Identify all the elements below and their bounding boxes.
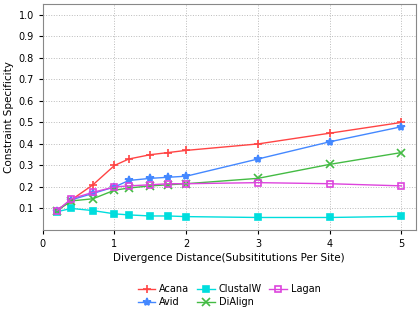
Avid — [126, 179, 131, 182]
ClustalW — [327, 215, 332, 219]
DiAlign — [327, 163, 332, 166]
DiAlign — [126, 186, 131, 190]
DiAlign — [148, 184, 153, 188]
Avid — [166, 175, 171, 179]
Acana — [399, 121, 404, 124]
Lagan — [69, 197, 74, 201]
DiAlign — [184, 182, 189, 186]
DiAlign — [90, 197, 95, 201]
Avid — [69, 198, 74, 202]
Line: ClustalW: ClustalW — [54, 205, 405, 221]
Lagan — [112, 185, 117, 189]
Avid — [399, 125, 404, 129]
Avid — [255, 157, 260, 161]
Lagan — [166, 182, 171, 186]
ClustalW — [148, 214, 153, 218]
ClustalW — [55, 210, 60, 214]
Avid — [55, 209, 60, 213]
Line: Avid: Avid — [53, 123, 406, 215]
ClustalW — [399, 215, 404, 218]
DiAlign — [166, 183, 171, 187]
Line: DiAlign: DiAlign — [53, 148, 406, 215]
DiAlign — [112, 188, 117, 192]
X-axis label: Divergence Distance(Subsititutions Per Site): Divergence Distance(Subsititutions Per S… — [113, 253, 345, 263]
ClustalW — [255, 215, 260, 219]
Acana — [184, 148, 189, 152]
Acana — [327, 131, 332, 135]
Acana — [90, 183, 95, 187]
Y-axis label: Constraint Specificity: Constraint Specificity — [4, 61, 14, 173]
Lagan — [255, 181, 260, 185]
Acana — [166, 151, 171, 154]
DiAlign — [399, 151, 404, 154]
Lagan — [55, 209, 60, 213]
Acana — [148, 153, 153, 157]
Legend: Acana, Avid, ClustalW, DiAlign, Lagan: Acana, Avid, ClustalW, DiAlign, Lagan — [138, 284, 321, 307]
Line: Lagan: Lagan — [54, 179, 405, 214]
Acana — [55, 209, 60, 213]
Lagan — [184, 182, 189, 186]
Acana — [255, 142, 260, 146]
ClustalW — [166, 214, 171, 218]
DiAlign — [55, 209, 60, 213]
Acana — [112, 163, 117, 167]
Line: Acana: Acana — [53, 118, 406, 215]
Lagan — [126, 184, 131, 188]
Avid — [112, 185, 117, 189]
ClustalW — [126, 213, 131, 217]
Lagan — [327, 182, 332, 186]
DiAlign — [255, 176, 260, 180]
ClustalW — [112, 212, 117, 216]
DiAlign — [69, 199, 74, 203]
Avid — [148, 176, 153, 180]
Avid — [327, 140, 332, 144]
ClustalW — [184, 215, 189, 219]
Acana — [126, 157, 131, 161]
Avid — [184, 174, 189, 178]
Acana — [69, 198, 74, 202]
Lagan — [399, 184, 404, 188]
ClustalW — [69, 207, 74, 210]
Avid — [90, 192, 95, 195]
ClustalW — [90, 209, 95, 213]
Lagan — [148, 183, 153, 187]
Lagan — [90, 191, 95, 194]
